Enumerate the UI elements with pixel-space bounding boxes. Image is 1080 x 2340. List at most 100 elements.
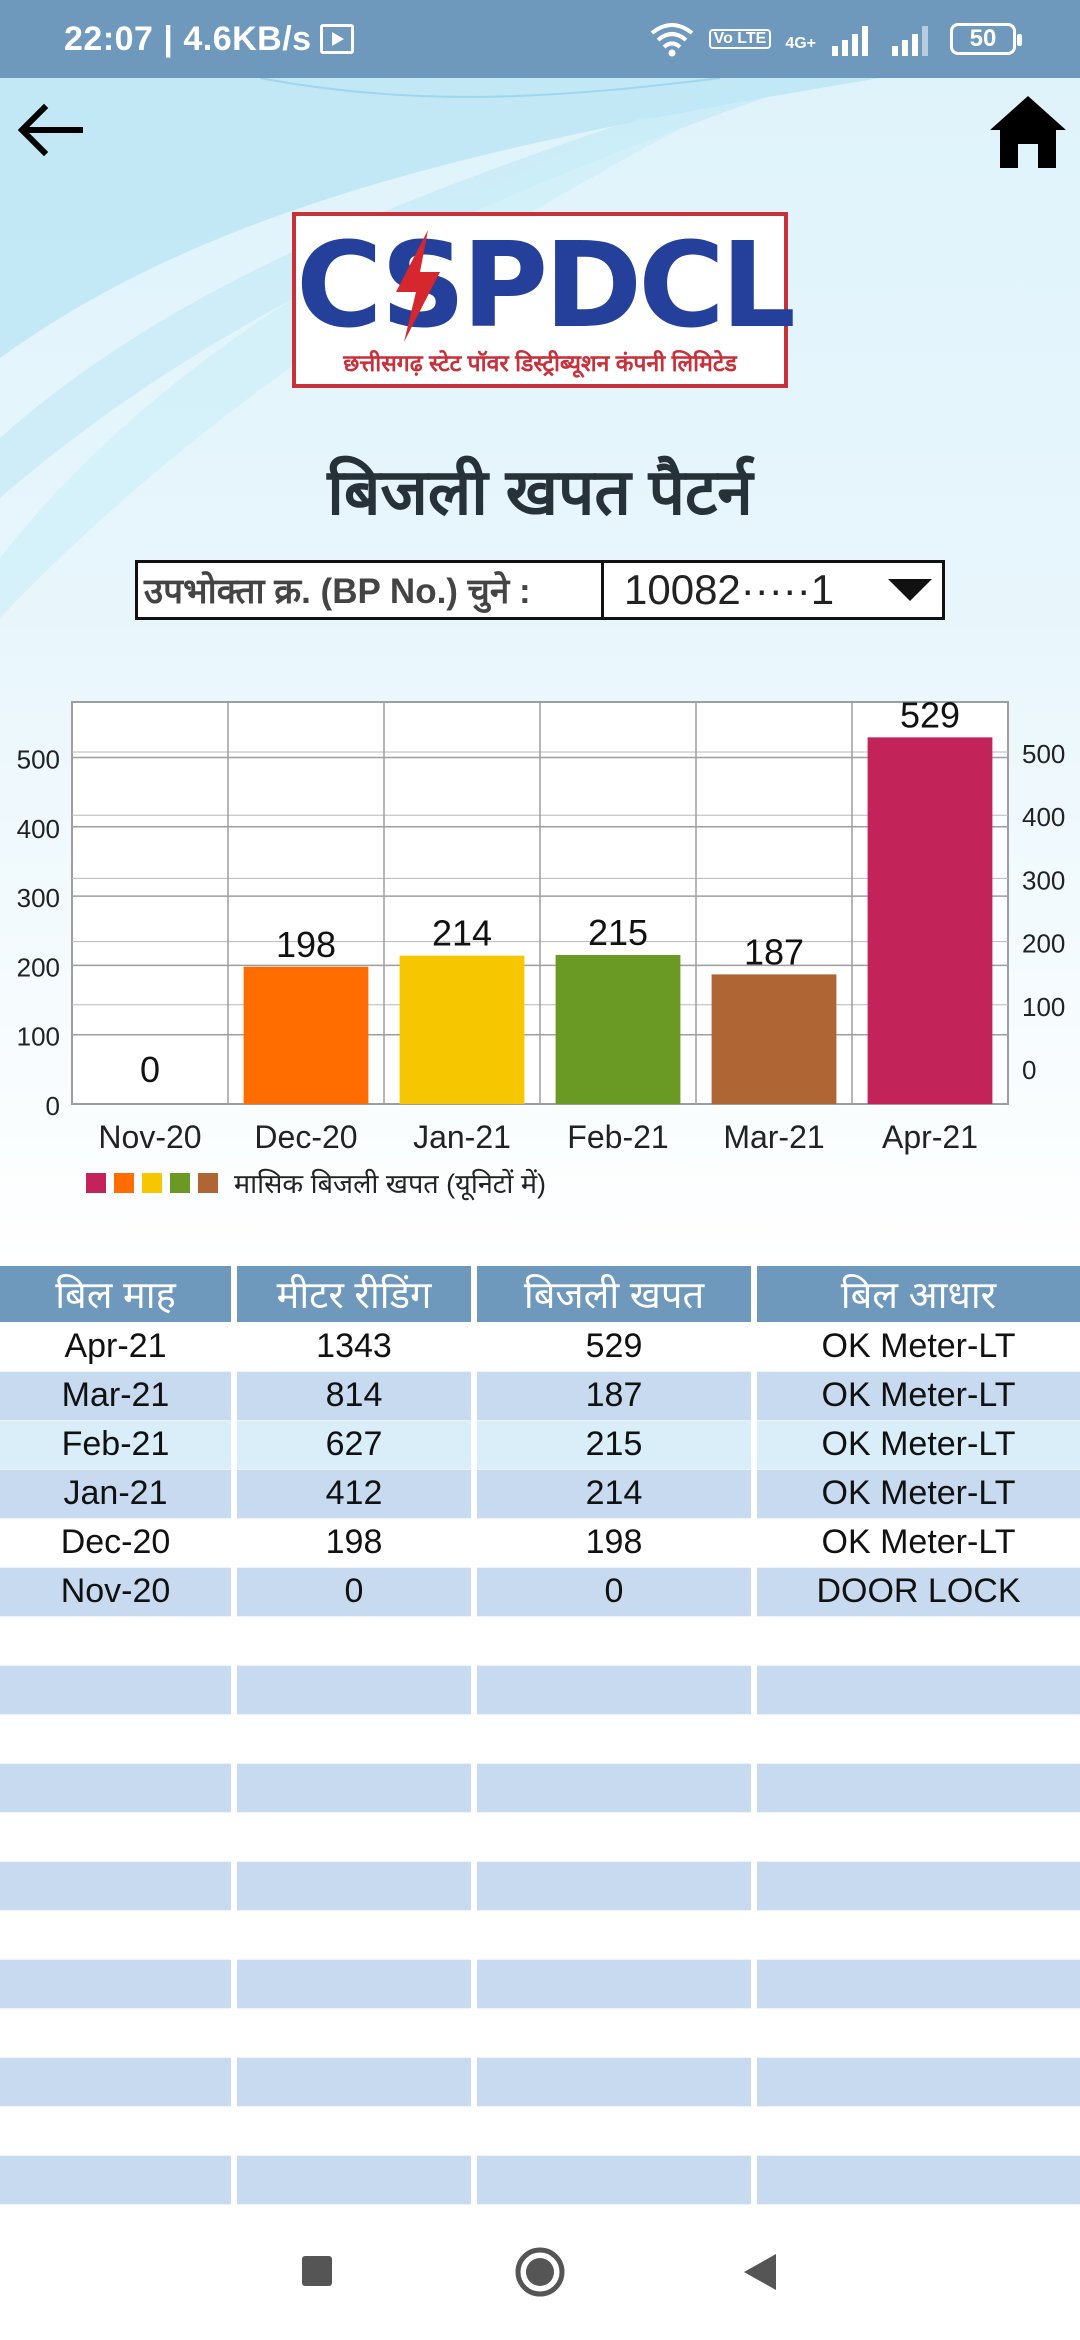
table-row[interactable]	[0, 1812, 1080, 1862]
table-cell: 814	[234, 1371, 477, 1421]
page-title: बिजली खपत पैटर्न	[327, 456, 753, 528]
table-cell	[474, 2106, 757, 2156]
table-cell	[754, 1861, 1080, 1911]
table-cell: 198	[234, 1518, 477, 1568]
table-header-cell: मीटर रीडिंग	[234, 1266, 477, 1322]
table-row[interactable]	[0, 1959, 1080, 2009]
table-cell	[474, 1665, 757, 1715]
table-cell	[754, 1665, 1080, 1715]
volte-icon: Vo LTE	[708, 29, 772, 49]
table-row[interactable]	[0, 2057, 1080, 2107]
signal-icon-2	[892, 26, 928, 56]
table-cell	[474, 1812, 757, 1862]
table-row[interactable]	[0, 1763, 1080, 1813]
legend-swatch	[170, 1172, 190, 1193]
y-left-tick-label: 300	[17, 883, 60, 913]
network-type: 4G+	[785, 35, 816, 52]
y-left-tick-label: 500	[17, 744, 60, 774]
wifi-icon	[650, 23, 693, 57]
table-row[interactable]: Feb-21 627 215 OK Meter-LT	[0, 1420, 1080, 1470]
table-cell	[0, 1616, 237, 1666]
chevron-down-icon[interactable]	[888, 579, 932, 601]
table-cell: 412	[234, 1469, 477, 1519]
table-row[interactable]	[0, 1665, 1080, 1715]
bp-number-select[interactable]: उपभोक्ता क्र. (BP No.) चुने : 10082·····…	[135, 560, 945, 620]
y-left-tick-label: 100	[17, 1022, 60, 1052]
table-cell	[474, 1763, 757, 1813]
table-cell	[0, 2008, 237, 2058]
y-right-tick-label: 500	[1022, 739, 1065, 769]
y-right-tick-label: 300	[1022, 865, 1065, 895]
table-cell	[754, 1812, 1080, 1862]
table-cell	[234, 1910, 477, 1960]
bar-Feb-21	[555, 954, 681, 1104]
table-cell	[0, 2057, 237, 2107]
table-cell	[234, 2008, 477, 2058]
table-row[interactable]: Mar-21 814 187 OK Meter-LT	[0, 1371, 1080, 1421]
home-icon[interactable]	[986, 90, 1070, 174]
y-right-tick-label: 200	[1022, 929, 1065, 959]
table-row[interactable]: Dec-20 198 198 OK Meter-LT	[0, 1518, 1080, 1568]
table-row[interactable]	[0, 2155, 1080, 2205]
table-header-row: बिल माह मीटर रीडिंग बिजली खपत बिल आधार	[0, 1266, 1080, 1322]
table-cell: OK Meter-LT	[754, 1322, 1080, 1372]
table-cell	[754, 2155, 1080, 2205]
table-row[interactable]	[0, 2008, 1080, 2058]
table-cell: OK Meter-LT	[754, 1518, 1080, 1568]
logo-text: CSPDCL	[296, 216, 796, 354]
bp-select-value[interactable]: 10082·····1	[624, 566, 835, 613]
status-time: 22:07 | 4.6KB/s	[64, 19, 312, 58]
data-label: 0	[140, 1049, 160, 1090]
table-row[interactable]	[0, 1714, 1080, 1764]
x-tick-label: Jan-21	[413, 1119, 511, 1155]
table-cell	[754, 2106, 1080, 2156]
table-row[interactable]	[0, 1861, 1080, 1911]
x-tick-label: Nov-20	[98, 1119, 201, 1155]
table-row[interactable]: Apr-21 1343 529 OK Meter-LT	[0, 1322, 1080, 1372]
table-cell: Dec-20	[0, 1518, 237, 1568]
signal-icon	[832, 26, 868, 56]
legend-swatch	[198, 1172, 218, 1193]
table-cell: 0	[474, 1567, 757, 1617]
circle-icon[interactable]	[514, 2246, 566, 2298]
table-cell	[234, 1665, 477, 1715]
table-row[interactable]	[0, 2106, 1080, 2156]
data-label: 198	[276, 924, 336, 965]
table-row[interactable]	[0, 1910, 1080, 1960]
legend-swatch	[114, 1172, 134, 1193]
back-arrow-icon[interactable]	[14, 94, 86, 166]
table-cell: 0	[234, 1567, 477, 1617]
bar-Mar-21	[711, 974, 837, 1104]
billing-table: बिल माह मीटर रीडिंग बिजली खपत बिल आधार Apr-…	[0, 1266, 1080, 2206]
table-cell: 198	[474, 1518, 757, 1568]
legend-label: मासिक बिजली खपत (यूनिटों में)	[234, 1169, 547, 1199]
table-cell	[474, 1959, 757, 2009]
table-cell	[0, 2155, 237, 2205]
y-right-tick-label: 0	[1022, 1055, 1036, 1085]
square-icon[interactable]	[300, 2254, 334, 2288]
top-area: CSPDCL छत्तीसगढ़ स्टेट पॉवर डिस्ट्रीब्यू…	[0, 78, 1080, 1266]
table-cell	[474, 2155, 757, 2205]
table-cell	[0, 1763, 237, 1813]
triangle-back-icon[interactable]	[742, 2252, 778, 2292]
table-cell	[474, 1910, 757, 1960]
table-row[interactable]	[0, 1616, 1080, 1666]
table-body: Apr-21 1343 529 OK Meter-LT Mar-21 814 187 OK M…	[0, 1322, 1080, 2205]
table-row[interactable]: Nov-20 0 0 DOOR LOCK	[0, 1567, 1080, 1617]
data-label: 214	[432, 913, 492, 954]
y-left-tick-label: 400	[17, 814, 60, 844]
table-cell: OK Meter-LT	[754, 1469, 1080, 1519]
table-cell: OK Meter-LT	[754, 1371, 1080, 1421]
table-cell: 215	[474, 1420, 757, 1470]
table-row[interactable]: Jan-21 412 214 OK Meter-LT	[0, 1469, 1080, 1519]
table-cell: 1343	[234, 1322, 477, 1372]
table-cell: Feb-21	[0, 1420, 237, 1470]
table-cell	[754, 2057, 1080, 2107]
table-cell	[754, 1616, 1080, 1666]
consumption-bar-chart: 0 100 200 300 400 500 0 100 200 300 400 500 0 Nov-20 1…	[17, 694, 1066, 1155]
table-cell: Nov-20	[0, 1567, 237, 1617]
table-cell	[0, 1910, 237, 1960]
table-cell: 627	[234, 1420, 477, 1470]
table-cell	[0, 1665, 237, 1715]
legend-swatches	[86, 1172, 218, 1193]
